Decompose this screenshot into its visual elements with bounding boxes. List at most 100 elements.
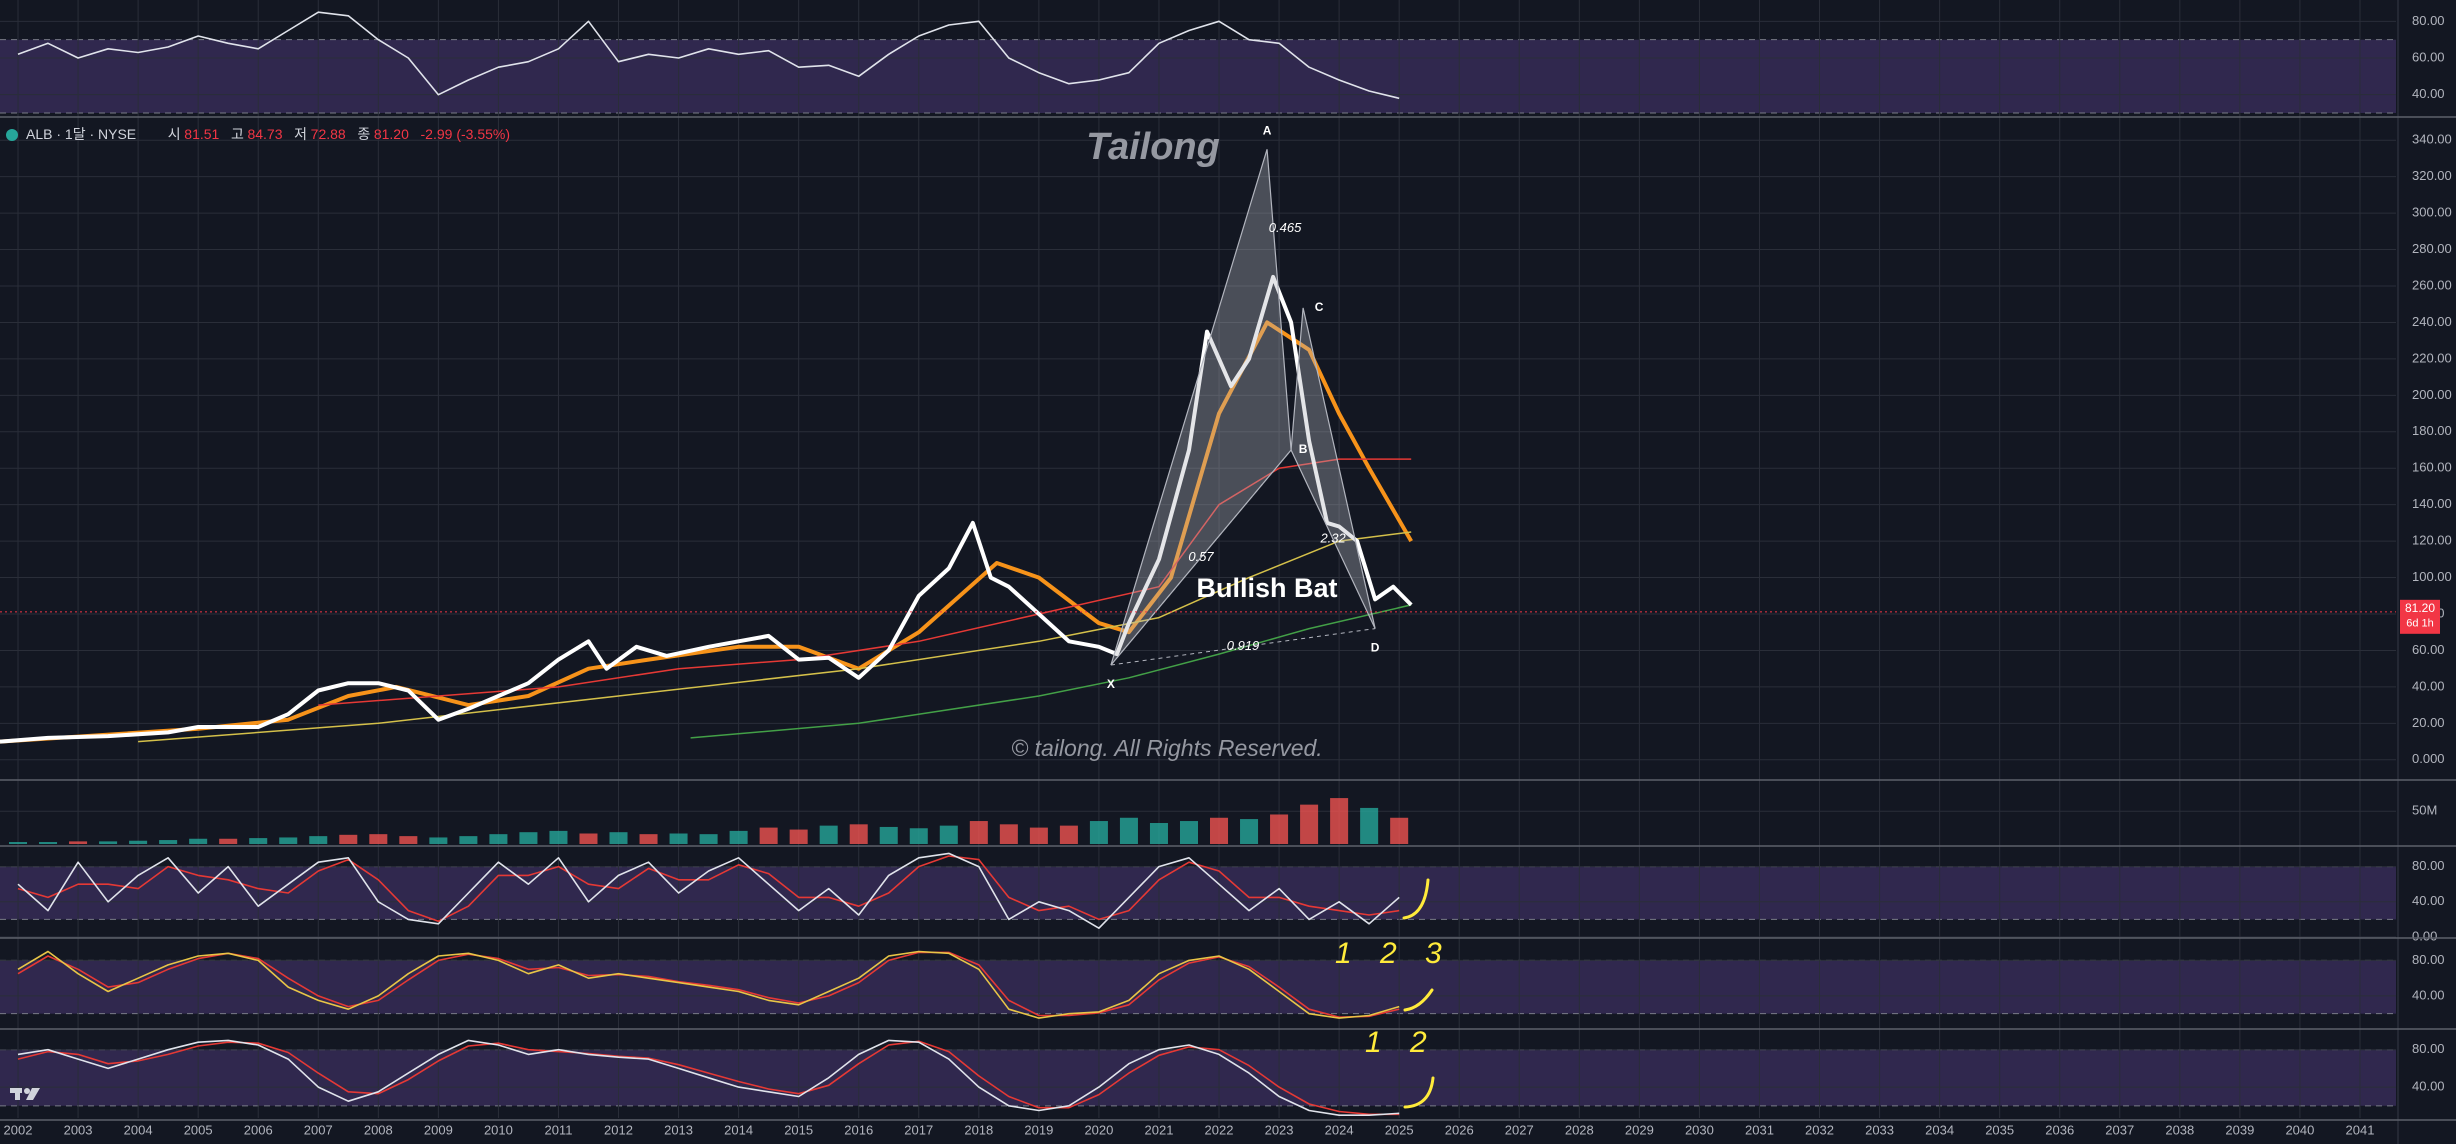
series-line (17, 951, 1400, 1018)
series-line (17, 1039, 1400, 1116)
oscillator-band (0, 39, 2396, 113)
y-tick-label: 40.00 (2412, 893, 2445, 908)
pattern-point-label: C (1315, 300, 1324, 314)
pattern-ratio: 0.919 (1227, 638, 1260, 653)
volume-bar (999, 824, 1018, 844)
handwritten-hooks (1402, 878, 1435, 1109)
y-tick-label: 40.00 (2412, 86, 2445, 101)
volume-bar (849, 824, 868, 844)
pattern-ratio: 0.465 (1269, 220, 1302, 235)
pattern-ratio: 0.57 (1188, 549, 1214, 564)
volume-bar (1029, 827, 1048, 844)
logo-part (15, 1088, 20, 1100)
x-tick-label: 2028 (1565, 1122, 1594, 1137)
volume-bar (339, 834, 358, 844)
volume-bar (819, 825, 838, 844)
y-tick-label: 160.00 (2412, 460, 2452, 475)
x-tick-label: 2007 (304, 1122, 333, 1137)
volume-bar (129, 840, 148, 844)
x-tick-label: 2022 (1205, 1122, 1234, 1137)
hook (1403, 988, 1434, 1012)
x-tick-label: 2040 (2285, 1122, 2314, 1137)
y-tick-label: 200.00 (2412, 387, 2452, 402)
volume-bar (519, 832, 538, 844)
y-tick-label: 80.00 (2412, 1041, 2445, 1056)
pattern-ratio: 2.32 (1319, 531, 1346, 546)
y-tick-label: 0.00 (2412, 928, 2437, 943)
x-tick-label: 2011 (544, 1122, 572, 1137)
y-tick-label: 280.00 (2412, 241, 2452, 256)
volume-bar (729, 830, 748, 844)
series-line (17, 11, 1400, 100)
pattern-point-label: X (1107, 677, 1115, 691)
symbol-header: ALB · 1달 · NYSE 시 81.51 고 84.73 저 72.88 … (6, 126, 510, 142)
volume-bar (879, 826, 898, 844)
pattern-triangle (1290, 307, 1376, 629)
high-label: 고 (231, 126, 244, 142)
x-tick-label: 2035 (1985, 1122, 2014, 1137)
volume-bar (1390, 817, 1409, 844)
y-tick-label: 100.00 (2412, 569, 2452, 584)
volume-bar (489, 834, 508, 844)
volume-bar (99, 841, 118, 844)
volume-bar (759, 827, 778, 844)
x-tick-label: 2024 (1325, 1122, 1354, 1137)
change-value: -2.99 (-3.55%) (421, 126, 510, 142)
volume-bar (159, 840, 178, 844)
low-value: 72.88 (311, 126, 346, 142)
volume-bar (1240, 819, 1259, 844)
y-tick-label: 320.00 (2412, 168, 2452, 183)
x-tick-label: 2031 (1745, 1122, 1774, 1137)
x-tick-label: 2029 (1625, 1122, 1654, 1137)
author-watermark: Tailong (1086, 126, 1220, 168)
volume-bar (309, 836, 328, 844)
series-line (0, 274, 1413, 744)
y-tick-label: 40.00 (2412, 987, 2445, 1002)
volume-bar (669, 833, 688, 844)
x-tick-label: 2009 (424, 1122, 453, 1137)
symbol-icon[interactable] (6, 129, 18, 141)
y-tick-label: 120.00 (2412, 533, 2452, 548)
symbol[interactable]: ALB · 1달 · NYSE (26, 126, 136, 142)
volume-bar (1270, 814, 1289, 844)
x-tick-label: 2038 (2165, 1122, 2194, 1137)
hook (1403, 1076, 1435, 1109)
volume-bar (1360, 807, 1379, 844)
y-tick-label: 40.00 (2412, 678, 2445, 693)
x-tick-label: 2021 (1145, 1122, 1174, 1137)
y-tick-label: 80.00 (2412, 952, 2445, 967)
plot-layer: X A B C D 0.465 0.57 2.32 0.919 81.20 6d 1h (0, 11, 2440, 1116)
volume-bar (9, 842, 28, 844)
x-tick-label: 2002 (4, 1122, 33, 1137)
tv-logo (10, 1088, 40, 1100)
last-price-box (2400, 599, 2440, 634)
panel-separators (0, 116, 2456, 1121)
bar-countdown: 6d 1h (2406, 618, 2434, 630)
low-label: 저 (294, 126, 307, 142)
volume-bar (459, 836, 478, 844)
last-price-label: 81.20 (2405, 601, 2435, 615)
series-line (318, 458, 1412, 706)
y-tick-label: 50M (2412, 803, 2437, 818)
logo-part (26, 1088, 40, 1100)
y-tick-label: 300.00 (2412, 205, 2452, 220)
pattern-point-label: B (1299, 442, 1308, 456)
y-tick-label: 0.000 (2412, 751, 2445, 766)
y-tick-label: 340.00 (2412, 132, 2452, 147)
volume-bar (1210, 817, 1229, 844)
pattern-leg (1110, 449, 1292, 666)
volume-bar (189, 838, 208, 844)
x-tick-label: 2005 (184, 1122, 213, 1137)
close-label: 종 (357, 126, 370, 142)
volume-bar (639, 834, 658, 844)
volume-bar (219, 838, 238, 844)
pattern-point-label: D (1371, 641, 1380, 655)
volume-bar (939, 825, 958, 844)
x-tick-label: 2023 (1265, 1122, 1294, 1137)
hook (1402, 878, 1430, 920)
open-label: 시 (168, 126, 181, 142)
volume-bar (609, 832, 628, 844)
volume-bar (369, 834, 388, 844)
